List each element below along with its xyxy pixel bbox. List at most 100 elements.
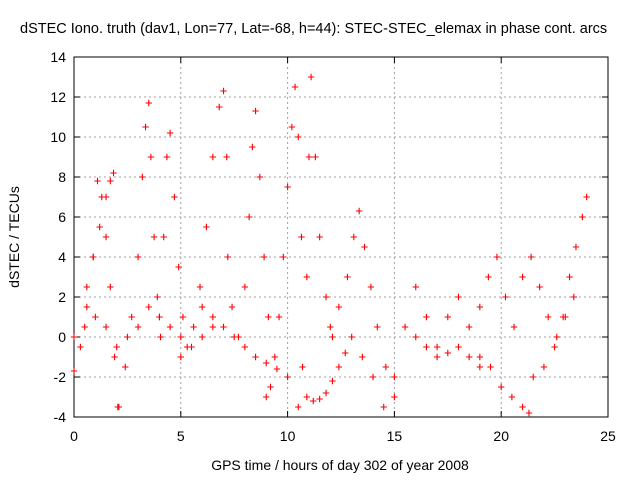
y-tick-label-4: 4	[58, 249, 66, 265]
data-point-10-2	[380, 403, 387, 411]
data-point-10-6	[423, 313, 430, 321]
data-point-11-10	[519, 403, 526, 411]
data-point-8-6	[367, 283, 375, 291]
y-tick-label-0: -4	[54, 409, 67, 425]
data-point-9-3	[322, 389, 330, 397]
data-point-5-6	[252, 107, 259, 115]
data-point-12-8	[544, 313, 552, 321]
data-point-12-4	[510, 323, 518, 331]
data-point-10-0	[359, 353, 366, 361]
data-point-2-3	[102, 193, 110, 201]
data-point-7-6	[316, 233, 323, 241]
x-axis-label: GPS time / hours of day 302 of year 2008	[211, 457, 469, 473]
data-point-10-11	[476, 353, 484, 361]
data-point-6-5	[284, 183, 291, 191]
x-tick-label-5: 25	[600, 428, 616, 444]
data-point-4-6	[216, 103, 223, 111]
data-point-13-2	[551, 343, 558, 351]
data-point-8-5	[361, 243, 368, 251]
y-tick-label-5: 6	[58, 209, 66, 225]
data-point-13-7	[583, 193, 590, 201]
data-point-6-6	[288, 123, 296, 131]
data-point-6-8	[295, 133, 302, 141]
data-point-7-5	[312, 153, 319, 161]
data-point-0-1	[77, 343, 84, 351]
data-point-10-9	[455, 293, 462, 301]
data-point-15-5	[252, 353, 259, 361]
data-point-5-8	[260, 253, 268, 261]
data-point-11-5	[465, 353, 473, 361]
data-point-4-4	[203, 223, 210, 231]
data-point-14-8	[156, 313, 163, 321]
series-arc-e	[177, 87, 230, 361]
data-point-0-7	[107, 283, 114, 291]
data-point-0-6	[102, 233, 110, 241]
data-point-2-2	[96, 223, 103, 231]
series-arc-i	[327, 207, 398, 401]
series-arc-p	[198, 303, 291, 381]
data-point-6-7	[291, 83, 299, 91]
data-point-3-6	[179, 313, 187, 321]
chart-title: dSTEC Iono. truth (dav1, Lon=77, Lat=-68…	[20, 21, 607, 37]
data-point-14-3	[102, 323, 110, 331]
data-point-9-4	[329, 377, 336, 385]
data-point-4-7	[220, 87, 227, 95]
y-axis-label: dSTEC / TECUs	[6, 186, 22, 288]
data-point-10-10	[465, 323, 473, 331]
data-point-14-5	[124, 333, 131, 341]
data-point-8-4	[355, 207, 363, 215]
data-point-15-8	[284, 373, 291, 381]
data-point-5-4	[245, 213, 253, 221]
data-point-14-9	[166, 323, 174, 331]
data-point-11-9	[508, 393, 516, 401]
axis-ticks: 0 5 10 15 20 25 -4 -2 0 2 4 6 8 10 12 14	[50, 49, 616, 444]
series-arc-l	[412, 333, 533, 417]
data-point-14-7	[145, 303, 152, 311]
data-point-15-4	[241, 343, 249, 351]
series-arc-c	[83, 169, 117, 291]
data-point-12-5	[519, 273, 526, 281]
plot-frame	[73, 56, 609, 418]
data-point-7-0	[295, 403, 302, 411]
data-point-5-7	[256, 173, 264, 181]
data-point-7-7	[322, 293, 330, 301]
data-point-9-7	[348, 333, 355, 341]
data-point-1-4	[139, 173, 146, 181]
data-point-3-3	[166, 129, 174, 137]
data-point-10-4	[401, 323, 409, 331]
x-tick-label-4: 20	[493, 428, 509, 444]
data-point-8-1	[335, 303, 343, 311]
data-point-12-9	[553, 333, 560, 341]
series-arc-j	[303, 333, 355, 405]
data-point-10-8	[444, 313, 451, 321]
data-point-14-6	[134, 323, 142, 331]
series-arc-n	[530, 193, 590, 381]
data-point-4-0	[177, 353, 184, 361]
data-point-13-4	[566, 273, 573, 281]
data-point-6-3	[275, 313, 283, 321]
data-point-7-3	[305, 153, 313, 161]
data-point-6-4	[280, 253, 287, 261]
data-point-12-6	[527, 253, 535, 261]
y-tick-label-6: 8	[58, 169, 66, 185]
y-tick-label-2: 0	[58, 329, 66, 345]
data-point-8-0	[327, 323, 334, 331]
data-point-12-0	[476, 303, 484, 311]
data-point-2-5	[110, 169, 117, 177]
data-point-11-6	[476, 363, 484, 371]
data-point-1-0	[115, 403, 123, 411]
series-arc-o	[70, 303, 217, 351]
data-point-14-4	[113, 343, 120, 351]
data-point-4-2	[190, 323, 197, 331]
data-point-9-1	[310, 397, 317, 405]
data-point-1-8	[150, 233, 158, 241]
data-point-7-2	[303, 273, 311, 281]
data-point-9-2	[316, 395, 323, 403]
data-point-11-4	[455, 343, 462, 351]
data-point-3-1	[160, 233, 167, 241]
y-tick-label-8: 12	[50, 89, 66, 105]
data-point-14-13	[209, 323, 217, 331]
series-arc-f	[224, 107, 272, 341]
data-point-2-1	[90, 253, 97, 261]
